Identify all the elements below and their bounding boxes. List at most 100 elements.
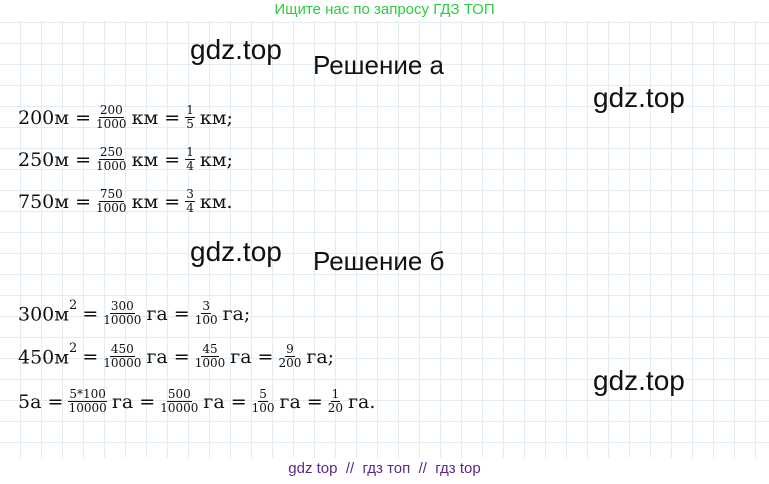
math-text: га = bbox=[146, 346, 189, 368]
watermark: gdz.top bbox=[190, 34, 282, 65]
fraction: 500 10000 bbox=[160, 388, 198, 415]
text: 5а = bbox=[18, 390, 64, 413]
text: га = bbox=[279, 390, 323, 413]
math-text: га = bbox=[146, 303, 189, 325]
math-line: 300м2 = 300 10000 га = 3 100 га; bbox=[18, 298, 255, 327]
numerator: 3 bbox=[201, 299, 211, 314]
text: га = bbox=[146, 345, 190, 368]
denominator: 10000 bbox=[160, 401, 199, 415]
numerator: 300 bbox=[109, 299, 135, 314]
numerator: 450 bbox=[109, 342, 135, 357]
math-text: = bbox=[82, 346, 98, 368]
numerator: 3 bbox=[185, 187, 195, 202]
math-text: га = bbox=[280, 391, 323, 413]
numerator: 1 bbox=[330, 387, 341, 402]
watermark: gdz.top bbox=[593, 365, 685, 396]
denominator: 1000 bbox=[96, 117, 127, 131]
numerator: 500 bbox=[166, 387, 192, 402]
denominator: 1000 bbox=[194, 356, 226, 370]
math-text: га = bbox=[203, 391, 246, 413]
denominator: 100 bbox=[194, 313, 218, 327]
fraction: 750 1000 bbox=[96, 188, 127, 215]
denominator: 4 bbox=[186, 201, 194, 215]
denominator: 10000 bbox=[103, 313, 142, 327]
math-text: 200м = bbox=[18, 107, 91, 129]
superscript: 2 bbox=[69, 297, 78, 313]
math-line: 200м = 200 1000 км = 1 5 км; bbox=[18, 104, 238, 131]
denominator: 1000 bbox=[96, 159, 127, 173]
numerator: 5*100 bbox=[68, 387, 107, 402]
text: км; bbox=[199, 106, 233, 129]
math-text: га = bbox=[230, 346, 273, 368]
math-text: га. bbox=[348, 391, 375, 413]
math-text: 300м2 bbox=[18, 298, 77, 325]
math-text: 5а = bbox=[18, 391, 63, 413]
math-text: км. bbox=[200, 191, 233, 213]
numerator: 250 bbox=[98, 145, 124, 160]
text: га; bbox=[306, 345, 335, 368]
numerator: 5 bbox=[258, 387, 268, 402]
fraction: 3 100 bbox=[195, 300, 218, 327]
text: га; bbox=[222, 302, 251, 325]
fraction: 450 10000 bbox=[103, 343, 141, 370]
footer: gdz top // гдз топ // гдз top bbox=[0, 458, 769, 484]
denominator: 5 bbox=[186, 117, 194, 131]
text: га = bbox=[203, 390, 247, 413]
text: км; bbox=[199, 148, 233, 171]
superscript: 2 bbox=[69, 340, 78, 356]
math-text: км; bbox=[200, 149, 233, 171]
text: га = bbox=[230, 345, 274, 368]
math-text: км = bbox=[132, 107, 181, 129]
text: = bbox=[82, 345, 99, 368]
text: км. bbox=[199, 190, 233, 213]
denominator: 1000 bbox=[96, 201, 127, 215]
math-text: км; bbox=[200, 107, 233, 129]
numerator: 9 bbox=[285, 342, 295, 357]
numerator: 1 bbox=[185, 145, 195, 160]
numerator: 750 bbox=[98, 187, 124, 202]
watermark: gdz.top bbox=[593, 82, 685, 113]
watermark: gdz.top bbox=[190, 236, 282, 267]
fraction: 45 1000 bbox=[195, 343, 226, 370]
text: 250м = bbox=[18, 148, 92, 171]
text: 450м bbox=[18, 346, 70, 369]
denominator: 200 bbox=[278, 356, 302, 370]
math-line: 250м = 250 1000 км = 1 4 км; bbox=[18, 146, 238, 173]
section-title: Решение а bbox=[313, 50, 445, 80]
text: 750м = bbox=[18, 190, 92, 213]
math-line: 750м = 750 1000 км = 3 4 км. bbox=[18, 188, 238, 215]
text: км = bbox=[131, 148, 181, 171]
section-title: Решение б bbox=[313, 246, 445, 276]
denominator: 100 bbox=[251, 401, 275, 415]
math-text: км = bbox=[132, 149, 181, 171]
fraction: 200 1000 bbox=[96, 104, 127, 131]
denominator: 10000 bbox=[103, 356, 142, 370]
math-text: га; bbox=[306, 346, 334, 368]
text: га. bbox=[348, 390, 376, 413]
text: га = bbox=[146, 302, 190, 325]
text: га = bbox=[111, 390, 156, 413]
numerator: 45 bbox=[201, 342, 219, 357]
math-text: 250м = bbox=[18, 149, 91, 171]
fraction: 1 20 bbox=[328, 388, 343, 415]
fraction: 300 10000 bbox=[103, 300, 141, 327]
denominator: 10000 bbox=[68, 401, 107, 415]
denominator: 20 bbox=[327, 401, 344, 415]
text: км = bbox=[131, 106, 181, 129]
fraction: 5 100 bbox=[252, 388, 275, 415]
banner: Ищите нас по запросу ГДЗ ТОП bbox=[0, 0, 769, 20]
numerator: 1 bbox=[185, 103, 195, 118]
text: км = bbox=[131, 190, 181, 213]
math-text: 450м2 bbox=[18, 341, 77, 369]
numerator: 200 bbox=[98, 103, 124, 118]
math-text: га = bbox=[112, 391, 155, 413]
math-text: 750м = bbox=[18, 191, 91, 213]
math-text: = bbox=[82, 303, 98, 325]
math-line: 5а = 5*100 10000 га = 500 10000 га = 5 100 га = 1 2… bbox=[18, 388, 380, 415]
math-text: га; bbox=[223, 303, 251, 325]
text: = bbox=[82, 302, 99, 325]
